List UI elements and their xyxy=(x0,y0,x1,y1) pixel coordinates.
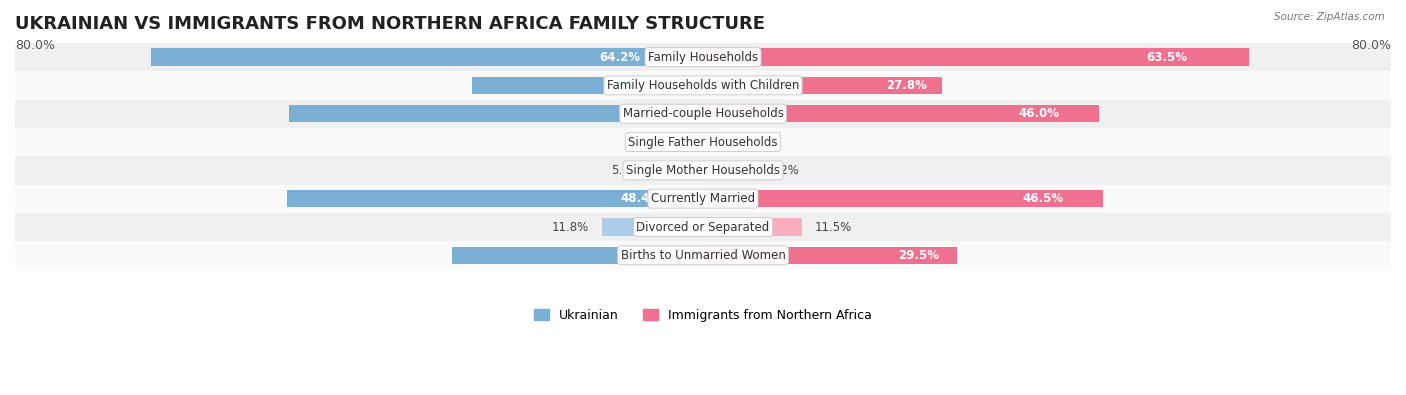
Bar xyxy=(602,218,703,236)
Text: Currently Married: Currently Married xyxy=(651,192,755,205)
Text: 80.0%: 80.0% xyxy=(15,39,55,52)
Text: 2.1%: 2.1% xyxy=(734,135,763,149)
Text: 29.5%: 29.5% xyxy=(898,249,939,262)
Text: 6.2%: 6.2% xyxy=(769,164,799,177)
Text: 2.1%: 2.1% xyxy=(643,135,672,149)
Bar xyxy=(703,77,942,94)
Text: Family Households: Family Households xyxy=(648,51,758,64)
Text: 63.5%: 63.5% xyxy=(1147,51,1188,64)
Bar xyxy=(15,241,1391,269)
Text: Single Father Households: Single Father Households xyxy=(628,135,778,149)
Text: 64.2%: 64.2% xyxy=(600,51,641,64)
Text: 29.2%: 29.2% xyxy=(645,249,686,262)
Bar xyxy=(451,246,703,264)
Bar xyxy=(703,48,1249,66)
Bar xyxy=(703,190,1102,207)
Bar xyxy=(15,128,1391,156)
Text: Single Mother Households: Single Mother Households xyxy=(626,164,780,177)
Legend: Ukrainian, Immigrants from Northern Africa: Ukrainian, Immigrants from Northern Afri… xyxy=(529,304,877,327)
Bar xyxy=(703,133,721,151)
Text: Source: ZipAtlas.com: Source: ZipAtlas.com xyxy=(1274,12,1385,22)
Text: 11.8%: 11.8% xyxy=(551,220,589,233)
Bar xyxy=(15,43,1391,71)
Text: Family Households with Children: Family Households with Children xyxy=(607,79,799,92)
Bar xyxy=(685,133,703,151)
Bar xyxy=(15,100,1391,128)
Text: 46.0%: 46.0% xyxy=(1019,107,1060,120)
Bar xyxy=(290,105,703,122)
Text: 26.9%: 26.9% xyxy=(648,79,689,92)
Text: Births to Unmarried Women: Births to Unmarried Women xyxy=(620,249,786,262)
Bar xyxy=(287,190,703,207)
Bar xyxy=(15,71,1391,100)
Bar xyxy=(654,162,703,179)
Text: 48.4%: 48.4% xyxy=(620,192,661,205)
Bar xyxy=(703,162,756,179)
Bar xyxy=(15,156,1391,184)
Text: 46.5%: 46.5% xyxy=(1022,192,1063,205)
Bar xyxy=(703,105,1098,122)
Text: 11.5%: 11.5% xyxy=(815,220,852,233)
Text: Divorced or Separated: Divorced or Separated xyxy=(637,220,769,233)
Bar xyxy=(15,184,1391,213)
Text: UKRAINIAN VS IMMIGRANTS FROM NORTHERN AFRICA FAMILY STRUCTURE: UKRAINIAN VS IMMIGRANTS FROM NORTHERN AF… xyxy=(15,15,765,33)
Text: Married-couple Households: Married-couple Households xyxy=(623,107,783,120)
Text: 48.1%: 48.1% xyxy=(620,107,661,120)
Text: 5.7%: 5.7% xyxy=(612,164,641,177)
Bar xyxy=(15,213,1391,241)
Bar xyxy=(471,77,703,94)
Bar xyxy=(703,246,956,264)
Text: 80.0%: 80.0% xyxy=(1351,39,1391,52)
Bar xyxy=(150,48,703,66)
Bar xyxy=(703,218,801,236)
Text: 27.8%: 27.8% xyxy=(886,79,927,92)
